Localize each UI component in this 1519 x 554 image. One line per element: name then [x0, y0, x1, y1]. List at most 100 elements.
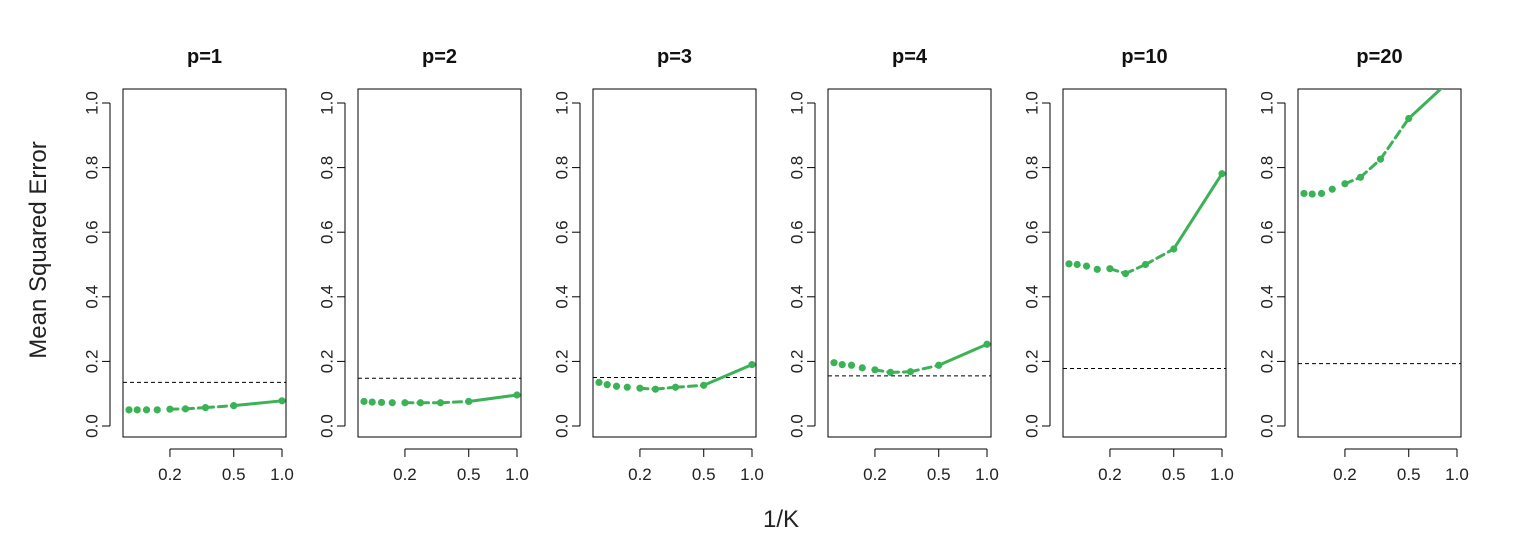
- mse-line-segment: [232, 399, 284, 408]
- y-axis: 0.0 0.2 0.4 0.6 0.8 1.0: [1022, 91, 1051, 438]
- x-tick-label: 1.0: [740, 465, 764, 484]
- mse-point: [1328, 185, 1336, 193]
- y-tick-label: 0.4: [552, 285, 571, 309]
- y-tick-label: 0.8: [552, 156, 571, 180]
- mse-point: [1308, 190, 1316, 198]
- mse-line-segment: [1143, 247, 1176, 266]
- panel-title: p=4: [892, 46, 928, 68]
- plot-area: [593, 361, 756, 393]
- mse-point: [1453, 70, 1460, 77]
- mse-point: [700, 381, 708, 389]
- panel-1: p=2 0.0 0.2 0.4 0.6 0.8 1.0 0.2 0.5 1.0: [317, 46, 528, 484]
- mse-line-segment: [467, 393, 519, 403]
- mse-point: [1356, 173, 1365, 181]
- x-axis: 0.2 0.5 1.0: [158, 448, 294, 484]
- mse-point: [278, 397, 286, 405]
- panel-5: p=20 0.0 0.2 0.4 0.6 0.8 1.0 0.2 0.5 1.0: [1257, 46, 1468, 484]
- x-axis: 0.2 0.5 1.0: [1098, 448, 1234, 484]
- plot-area: [358, 377, 521, 407]
- mse-point: [1065, 260, 1073, 268]
- y-tick-label: 1.0: [317, 91, 336, 115]
- panel-title: p=2: [422, 46, 457, 68]
- y-tick-label: 0.0: [552, 414, 571, 438]
- y-tick-label: 0.8: [1257, 156, 1276, 180]
- plot-area: [1298, 70, 1461, 365]
- y-axis: 0.0 0.2 0.4 0.6 0.8 1.0: [552, 91, 581, 438]
- mse-point: [166, 405, 174, 413]
- x-axis-title: 1/K: [763, 506, 799, 533]
- x-axis: 0.2 0.5 1.0: [863, 448, 999, 484]
- x-tick-label: 1.0: [270, 465, 294, 484]
- mse-point: [142, 406, 151, 414]
- mse-point: [830, 359, 838, 367]
- panel-3: p=4 0.0 0.2 0.4 0.6 0.8 1.0 0.2 0.5 1.0: [787, 46, 998, 484]
- mse-point: [1082, 262, 1091, 270]
- panel-4: p=10 0.0 0.2 0.4 0.6 0.8 1.0 0.2 0.5 1.0: [1022, 46, 1233, 484]
- x-tick-label: 0.5: [1397, 465, 1421, 484]
- x-axis: 0.2 0.5 1.0: [393, 448, 529, 484]
- mse-point: [230, 402, 238, 410]
- mse-point: [935, 361, 943, 369]
- y-tick-label: 0.8: [82, 156, 101, 180]
- y-tick-label: 1.0: [787, 91, 806, 115]
- mse-point: [636, 384, 644, 392]
- mse-line-segment: [937, 342, 989, 367]
- mse-point: [360, 397, 368, 406]
- mse-line-segment: [438, 399, 471, 405]
- mse-point: [1300, 189, 1308, 198]
- panels: p=10.00.20.40.60.81.00.2 0.5 1.0p=20.00.20…: [82, 46, 1468, 484]
- mse-line-segment: [1172, 172, 1224, 251]
- mse-point: [1376, 155, 1385, 163]
- x-tick-label: 0.2: [158, 465, 182, 484]
- y-tick-label: 0.2: [1257, 350, 1276, 374]
- y-tick-label: 0.4: [1257, 285, 1276, 309]
- y-axis: 0.0 0.2 0.4 0.6 0.8 1.0: [787, 91, 816, 438]
- y-tick-label: 0.6: [1257, 220, 1276, 244]
- x-tick-label: 1.0: [505, 465, 529, 484]
- x-tick-label: 0.5: [457, 465, 481, 484]
- x-tick-label: 1.0: [1445, 465, 1469, 484]
- y-tick-label: 0.6: [82, 220, 101, 244]
- y-tick-label: 0.8: [317, 156, 336, 180]
- panel-title: p=1: [187, 46, 222, 68]
- y-axis-title: Mean Squared Error: [25, 141, 52, 358]
- plot-frame: [827, 88, 992, 438]
- y-tick-label: 0.0: [317, 414, 336, 438]
- y-tick-label: 0.0: [82, 414, 101, 438]
- mse-point: [1141, 260, 1150, 269]
- mse-point: [847, 361, 856, 369]
- mse-point: [401, 399, 409, 407]
- mse-point: [906, 368, 915, 376]
- x-tick-label: 0.5: [927, 465, 951, 484]
- mse-point: [748, 361, 756, 369]
- y-tick-label: 0.4: [82, 285, 101, 309]
- mse-point: [1405, 114, 1413, 123]
- mse-point: [1341, 180, 1349, 188]
- x-tick-label: 0.5: [222, 465, 246, 484]
- mse-point: [612, 382, 621, 390]
- mse-point: [1317, 189, 1326, 198]
- mse-line-segment: [908, 363, 941, 374]
- y-tick-label: 0.8: [787, 156, 806, 180]
- y-axis: 0.0 0.2 0.4 0.6 0.8 1.0: [317, 91, 346, 438]
- mse-line-segment: [1123, 263, 1147, 276]
- plot-frame: [592, 88, 757, 438]
- y-tick-label: 0.0: [1257, 414, 1276, 438]
- plot-frame: [122, 88, 287, 438]
- mse-point: [436, 399, 445, 407]
- x-tick-label: 0.5: [1162, 465, 1186, 484]
- y-tick-label: 1.0: [1257, 91, 1276, 115]
- y-tick-label: 0.6: [317, 220, 336, 244]
- mse-line-segment: [1378, 117, 1411, 161]
- mse-point: [603, 381, 611, 389]
- x-tick-label: 0.2: [863, 465, 887, 484]
- y-tick-label: 0.4: [317, 285, 336, 309]
- mse-point: [983, 340, 991, 348]
- y-tick-label: 0.2: [1022, 350, 1041, 374]
- mse-point: [513, 391, 521, 399]
- mse-point: [388, 399, 396, 407]
- y-tick-label: 0.6: [1022, 220, 1041, 244]
- mse-point: [465, 397, 473, 406]
- y-tick-label: 0.2: [552, 350, 571, 374]
- plot-frame: [1062, 88, 1227, 438]
